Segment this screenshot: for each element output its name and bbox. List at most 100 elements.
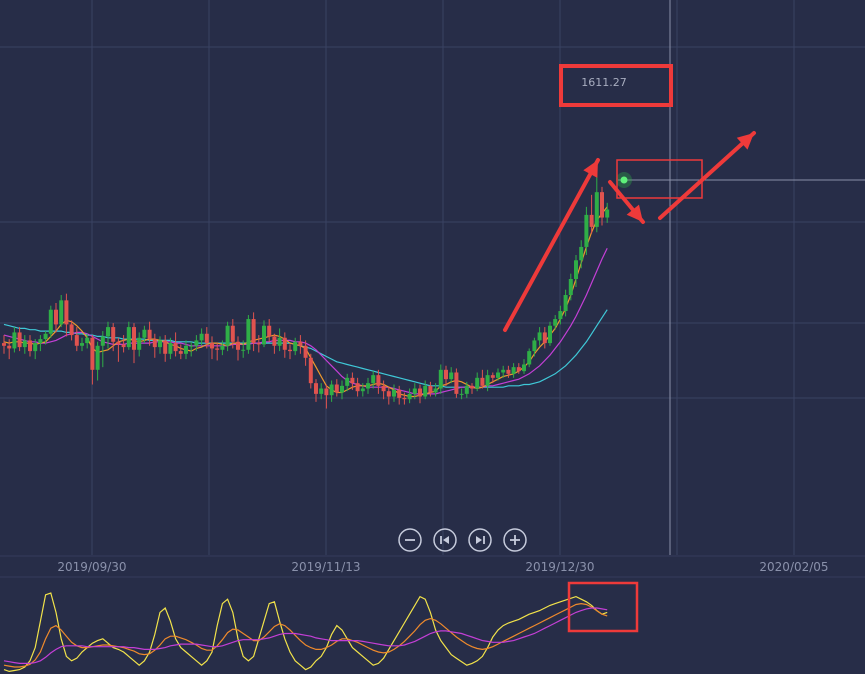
candle-bullish — [464, 385, 469, 394]
uptrend-arrow — [503, 158, 600, 332]
moving-average-lines — [3, 206, 608, 398]
candle-bearish — [308, 357, 313, 384]
osc-mid-line — [3, 602, 608, 668]
candle-bullish — [579, 246, 584, 261]
x-tick-label: 2019/09/30 — [57, 560, 126, 574]
triangle-left-glyph — [443, 536, 449, 544]
candle-bearish — [204, 333, 209, 344]
oscillator-highlight-box — [567, 581, 639, 633]
candle-bullish — [392, 389, 396, 397]
candle-bearish — [90, 337, 95, 370]
candle-bearish — [7, 345, 12, 349]
candle-bullish — [594, 192, 599, 227]
candle-bullish — [225, 325, 230, 346]
candle-bearish — [516, 367, 521, 372]
candle-bullish — [329, 384, 334, 396]
candle-bullish — [137, 337, 142, 350]
candle-bullish — [366, 383, 370, 389]
candle-bullish — [496, 372, 500, 378]
candle-bearish — [69, 324, 74, 336]
candle-bullish — [220, 345, 225, 350]
candle-bullish — [293, 341, 298, 352]
candle-bearish — [334, 384, 339, 393]
candle-bullish — [548, 325, 552, 344]
candle-bullish — [407, 393, 412, 400]
osc-slow-line — [3, 607, 608, 665]
candle-bearish — [2, 343, 6, 346]
candle-bearish — [272, 336, 277, 346]
candle-bearish — [428, 385, 433, 393]
candle-bullish — [527, 351, 532, 365]
candle-bearish — [178, 351, 183, 354]
candle-bullish — [277, 337, 282, 346]
jump-to-start-button[interactable] — [433, 528, 457, 552]
candle-bearish — [454, 372, 459, 394]
candle-bearish — [210, 343, 214, 349]
chart-controls — [398, 528, 527, 552]
candle-bearish — [314, 383, 318, 394]
rebound-arrow — [658, 131, 756, 220]
candle-bearish — [282, 337, 287, 350]
candle-bullish — [262, 325, 266, 345]
candle-bearish — [64, 300, 69, 325]
candle-bullish — [85, 337, 90, 344]
candle-bullish — [48, 309, 53, 334]
candle-bearish — [230, 325, 235, 342]
candle-bullish — [189, 345, 194, 347]
oscillator-panel — [3, 592, 608, 673]
candle-bullish — [423, 385, 428, 397]
candle-bearish — [288, 349, 292, 352]
candle-bullish — [558, 311, 563, 320]
zoom-out-button[interactable] — [398, 528, 422, 552]
candle-bearish — [116, 341, 121, 345]
candle-bearish — [147, 329, 152, 340]
candle-bearish — [54, 309, 58, 325]
candle-bearish — [355, 383, 360, 392]
candle-bullish — [485, 375, 490, 386]
candle-bullish — [438, 369, 443, 389]
candle-bullish — [449, 372, 454, 380]
candle-bullish — [22, 340, 27, 348]
candle-bullish — [142, 329, 147, 338]
candle-bullish — [532, 340, 537, 352]
pullback-arrow — [608, 180, 645, 224]
candle-bullish — [501, 369, 506, 373]
candle-bearish — [381, 385, 386, 392]
candle-bearish — [376, 375, 381, 386]
zoom-in-icon — [503, 528, 527, 552]
candle-bullish — [199, 333, 204, 341]
candle-bullish — [100, 336, 105, 346]
candle-bullish — [553, 319, 558, 326]
skip-forward-icon — [468, 528, 492, 552]
candle-bullish — [95, 345, 100, 370]
candle-bullish — [568, 278, 573, 296]
candle-bearish — [215, 348, 220, 350]
zoom-in-button[interactable] — [503, 528, 527, 552]
x-tick-label: 2020/02/05 — [759, 560, 828, 574]
arrow-shaft — [503, 158, 600, 332]
candle-bearish — [267, 325, 272, 337]
candle-bearish — [163, 340, 168, 354]
x-axis: 2019/09/30 2019/11/13 2019/12/30 2020/02/05 — [57, 560, 828, 574]
jump-to-end-button[interactable] — [468, 528, 492, 552]
candle-bearish — [402, 397, 407, 400]
candle-bullish — [33, 343, 38, 352]
candle-bullish — [246, 319, 251, 350]
candle-bearish — [542, 332, 547, 344]
candle-bearish — [600, 192, 604, 218]
arrow-head — [583, 160, 598, 178]
candle-bullish — [340, 385, 344, 393]
candle-bearish — [17, 332, 22, 348]
candle-bearish — [74, 335, 79, 346]
candle-bearish — [470, 385, 474, 389]
candle-bullish — [412, 388, 417, 394]
candle-bearish — [256, 343, 261, 345]
candle-bearish — [397, 389, 402, 398]
candle-bullish — [126, 327, 131, 348]
candle-bearish — [121, 344, 126, 348]
candle-bearish — [298, 341, 303, 346]
candle-bullish — [80, 343, 84, 346]
candle-bearish — [28, 340, 32, 352]
candle-bearish — [236, 341, 240, 350]
